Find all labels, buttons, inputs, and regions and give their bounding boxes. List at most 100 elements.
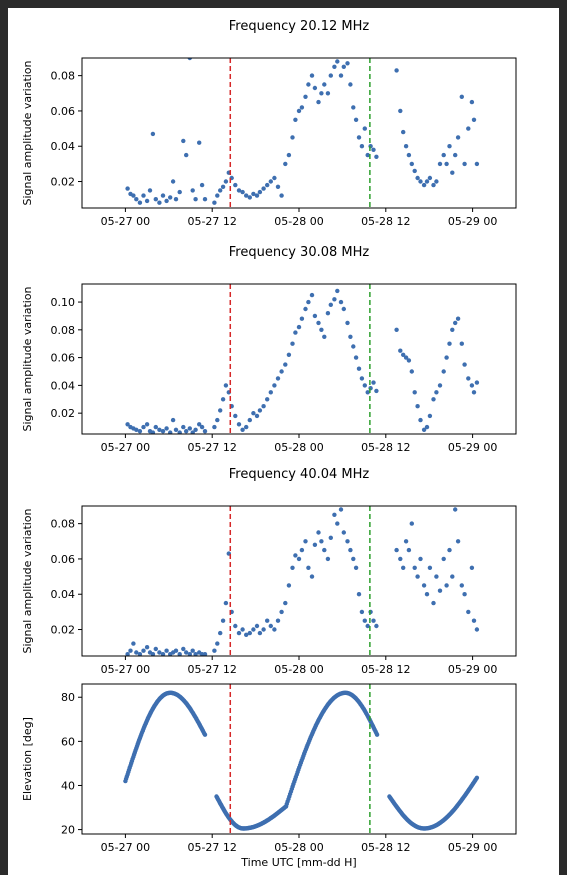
data-point (160, 429, 166, 434)
x-tick-label: 05-28 00 (274, 663, 323, 676)
data-point (187, 58, 192, 61)
data-point (351, 105, 356, 110)
data-point (181, 646, 186, 652)
data-point (462, 161, 467, 167)
x-tick-label: 05-28 00 (274, 841, 323, 854)
data-point (437, 161, 443, 167)
data-point (398, 348, 403, 353)
data-point (279, 369, 284, 374)
data-point (365, 152, 370, 158)
data-point (441, 152, 446, 158)
data-point (394, 327, 399, 332)
data-point (265, 618, 270, 623)
data-point (434, 390, 439, 395)
data-point (265, 397, 270, 402)
data-point (168, 430, 173, 434)
data-point (335, 521, 340, 526)
data-point (306, 299, 311, 305)
data-point (453, 320, 458, 326)
data-point (303, 94, 308, 100)
data-point (164, 648, 169, 653)
data-point (184, 429, 189, 434)
data-point (272, 383, 277, 388)
data-point (157, 427, 162, 432)
data-point (455, 316, 461, 321)
data-point (338, 73, 344, 78)
data-point (441, 556, 446, 562)
y-tick-label: 0.06 (51, 352, 76, 365)
data-point (160, 193, 166, 198)
data-point (181, 138, 186, 144)
y-tick-label: 0.08 (51, 518, 76, 531)
y-tick-label: 40 (61, 779, 75, 792)
data-point (325, 91, 331, 96)
data-point (283, 362, 288, 367)
x-tick-label: 05-27 12 (187, 215, 236, 228)
data-point (365, 390, 370, 395)
data-point (406, 358, 412, 363)
data-point (403, 539, 409, 544)
data-point (415, 574, 420, 579)
data-point (424, 592, 430, 597)
data-point (131, 641, 136, 646)
data-point (190, 648, 195, 653)
data-point (202, 652, 208, 656)
data-point (312, 313, 318, 319)
data-point (261, 627, 266, 632)
x-tick-label: 05-27 00 (101, 215, 150, 228)
data-point (141, 193, 146, 198)
data-point (434, 179, 439, 184)
data-point (144, 198, 150, 204)
chart-panel-1: Frequency 20.12 MHz 05-27 00 05-27 12 05-28… (21, 19, 517, 228)
data-point (137, 429, 143, 434)
y-tick-label: 0.02 (51, 176, 76, 189)
data-point (190, 430, 195, 434)
data-point (309, 292, 315, 298)
data-point (409, 369, 414, 374)
chart-title: Frequency 30.08 MHz (229, 245, 370, 260)
data-point (444, 583, 449, 588)
data-point (374, 388, 379, 394)
data-points (123, 690, 480, 831)
data-point (359, 376, 365, 381)
data-point (218, 630, 223, 636)
data-point (371, 380, 376, 385)
y-axis-label: Signal amplitude variation (21, 286, 34, 431)
data-point (466, 376, 471, 381)
data-point (401, 565, 406, 570)
data-point (462, 592, 467, 597)
data-point (251, 411, 256, 416)
data-point (459, 341, 464, 346)
data-point (290, 135, 295, 140)
data-point (193, 652, 198, 656)
data-point (279, 609, 284, 615)
x-tick-label: 05-27 00 (101, 841, 150, 854)
data-point (359, 144, 365, 149)
data-point (412, 390, 417, 395)
data-point (247, 417, 252, 423)
data-point (150, 131, 156, 137)
x-tick-label: 05-29 00 (448, 663, 497, 676)
data-point (398, 108, 403, 114)
data-point (356, 135, 362, 140)
data-point (275, 184, 281, 189)
data-point (247, 195, 252, 200)
data-points (125, 507, 480, 656)
data-point (173, 197, 179, 202)
data-point (290, 341, 295, 346)
data-point (236, 422, 242, 427)
data-point (286, 352, 292, 357)
chart-panel-3: Frequency 40.04 MHz 05-27 00 05-27 12 05-28… (21, 467, 517, 676)
data-point (453, 507, 458, 512)
data-point (403, 355, 409, 360)
data-point (427, 175, 433, 181)
data-point (177, 652, 182, 656)
y-tick-label: 0.06 (51, 553, 76, 566)
data-point (261, 186, 266, 191)
data-point (275, 618, 281, 623)
data-point (345, 61, 350, 66)
x-tick-label: 05-27 12 (187, 441, 236, 454)
data-points (125, 58, 480, 205)
data-point (150, 652, 156, 656)
data-point (240, 189, 245, 195)
